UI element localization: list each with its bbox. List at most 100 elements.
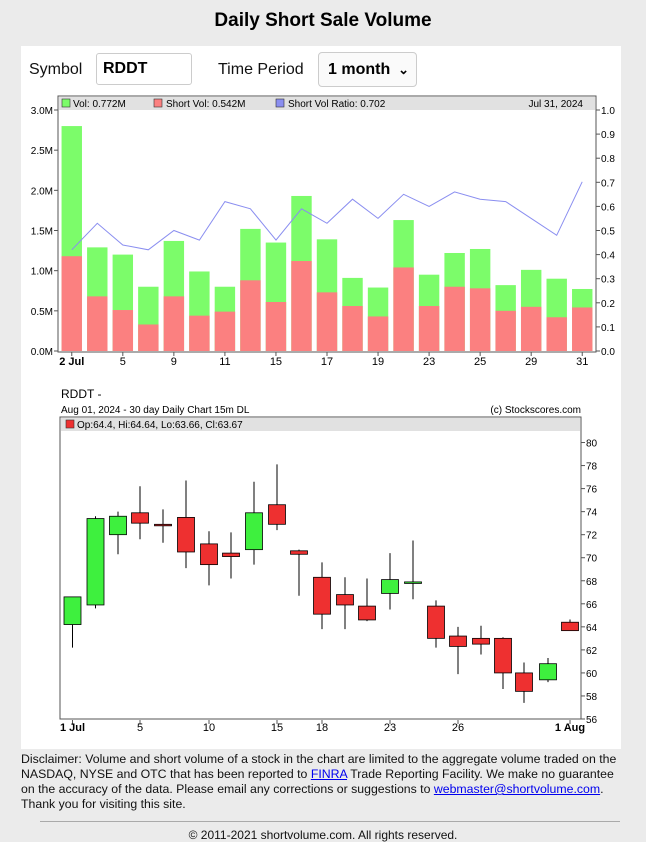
- short-volume-bar: [87, 296, 108, 351]
- footer-divider: [40, 821, 620, 822]
- x-tick-label: 23: [423, 356, 435, 368]
- price-y-tick-label: 70: [586, 554, 598, 565]
- footer-copyright: © 2011-2021 shortvolume.com. All rights …: [188, 828, 458, 842]
- price-x-tick-label: 1 Aug: [555, 722, 585, 734]
- x-tick-label: 25: [474, 356, 486, 368]
- candle-body: [358, 605, 376, 621]
- short-volume-bar: [393, 267, 414, 351]
- disclaimer-text: Disclaimer: Volume and short volume of a…: [21, 752, 625, 812]
- candle-body: [539, 663, 557, 681]
- legend-vol-swatch: [61, 98, 71, 108]
- short-ratio-line: [71, 181, 583, 251]
- price-x-tick-label: 10: [203, 722, 215, 734]
- time-period-select[interactable]: 1 month ⌄: [318, 52, 417, 87]
- candle-body: [404, 581, 422, 584]
- price-chart-header: RDDT -: [61, 387, 101, 401]
- price-y-tick-label: 78: [586, 462, 598, 473]
- y-left-tick-label: 0.5M: [31, 307, 53, 318]
- disclaimer-part3: . Thank you for visiting this site.: [21, 782, 604, 811]
- price-legend-bar: [61, 418, 580, 431]
- price-y-tick-label: 58: [586, 692, 598, 703]
- price-y-tick-label: 66: [586, 600, 598, 611]
- disclaimer-part2: Trade Reporting Facility. We make no gua…: [21, 767, 614, 796]
- short-volume-bar: [495, 310, 516, 351]
- x-tick-label: 11: [219, 356, 230, 368]
- short-volume-bar: [163, 296, 185, 351]
- short-volume-bar: [444, 286, 465, 351]
- y-right-tick-label: 0.8: [601, 154, 615, 165]
- ohlc-readout: Op:64.4, Hi:64.64, Lo:63.66, Cl:63.67: [77, 420, 243, 431]
- y-left-tick-label: 0.0M: [31, 347, 53, 358]
- short-volume-bar: [189, 315, 210, 351]
- y-left-tick-label: 2.5M: [31, 146, 53, 157]
- short-volume-bar: [316, 292, 338, 351]
- short-volume-bar: [112, 310, 134, 351]
- chevron-down-icon: ⌄: [398, 62, 409, 77]
- candle-body: [515, 672, 533, 692]
- candle-body: [245, 512, 263, 551]
- y-right-tick-label: 0.6: [601, 202, 615, 213]
- candle-body: [200, 543, 218, 566]
- price-chart-subheader: Aug 01, 2024 - 30 day Daily Chart 15m DL: [61, 405, 250, 416]
- page-title: Daily Short Sale Volume: [214, 10, 432, 31]
- y-right-tick-label: 0.5: [601, 227, 615, 238]
- volume-axes: 0.0M 0.5M 1.0M 1.5M 2.0M 2.5M 3.0M 0.0 0.1 0.2 0.3…: [31, 106, 616, 368]
- candle-body: [290, 550, 308, 555]
- legend-date: Jul 31, 2024: [529, 99, 584, 110]
- price-y-tick-label: 64: [586, 623, 598, 634]
- volume-bars: [61, 126, 593, 351]
- candle-body: [63, 596, 82, 625]
- price-y-tick-label: 56: [586, 715, 598, 726]
- candle-body: [177, 516, 195, 553]
- candle-body: [109, 515, 127, 536]
- short-volume-bar: [138, 324, 159, 351]
- candle-body: [427, 605, 445, 639]
- x-tick-label: 15: [270, 356, 282, 368]
- time-period-value: 1 month: [328, 61, 391, 78]
- short-volume-bar: [240, 280, 261, 351]
- x-tick-label: 9: [171, 356, 177, 368]
- legend-ratio-swatch: [275, 98, 285, 108]
- price-x-tick-label: 15: [271, 722, 283, 734]
- legend-ratio: Short Vol Ratio: 0.702: [288, 99, 386, 110]
- short-volume-bar: [342, 306, 363, 351]
- candle-body: [131, 512, 149, 524]
- price-y-tick-label: 68: [586, 577, 598, 588]
- y-right-tick-label: 0.0: [601, 347, 615, 358]
- candle-body: [494, 637, 512, 674]
- finra-link[interactable]: FINRA: [310, 767, 348, 781]
- x-tick-label: 2 Jul: [59, 356, 84, 368]
- y-left-tick-label: 3.0M: [31, 106, 53, 117]
- x-tick-label: 31: [576, 356, 588, 368]
- short-volume-bar: [572, 307, 593, 351]
- x-tick-label: 17: [321, 356, 333, 368]
- x-tick-label: 19: [372, 356, 384, 368]
- y-right-tick-label: 1.0: [601, 106, 615, 117]
- short-volume-bar: [418, 306, 440, 351]
- symbol-input[interactable]: [96, 53, 192, 85]
- candle-body: [472, 637, 490, 645]
- candle-body: [313, 576, 331, 615]
- candle-body: [449, 635, 467, 647]
- disclaimer-part1: Disclaimer: Volume and short volume of a…: [21, 752, 617, 781]
- price-y-tick-label: 74: [586, 508, 598, 519]
- candle-body: [561, 621, 579, 632]
- ohlc-swatch: [65, 419, 75, 429]
- candle-body: [222, 552, 240, 557]
- short-volume-bar: [265, 301, 287, 351]
- y-right-tick-label: 0.9: [601, 130, 615, 141]
- legend-vol: Vol: 0.772M: [73, 99, 126, 110]
- email-link[interactable]: webmaster@shortvolume.com: [433, 782, 601, 796]
- candle-body: [268, 504, 286, 525]
- price-y-tick-label: 60: [586, 669, 598, 680]
- volume-chart: 0.0M 0.5M 1.0M 1.5M 2.0M 2.5M 3.0M 0.0 0.1 0.2 0.3…: [31, 95, 616, 368]
- candle-body: [336, 594, 354, 606]
- short-volume-bar: [546, 317, 567, 351]
- y-right-tick-label: 0.1: [601, 323, 615, 334]
- volume-legend-bar: [59, 97, 595, 110]
- short-volume-bar: [469, 288, 491, 351]
- short-volume-bar: [61, 256, 82, 351]
- price-axes: 56 58 60 62 64 66 68 70 72 74 76 78 80 1 Jul 5 10 15 18 23…: [60, 439, 598, 734]
- price-x-tick-label: 5: [137, 722, 143, 734]
- y-right-tick-label: 0.4: [601, 251, 615, 262]
